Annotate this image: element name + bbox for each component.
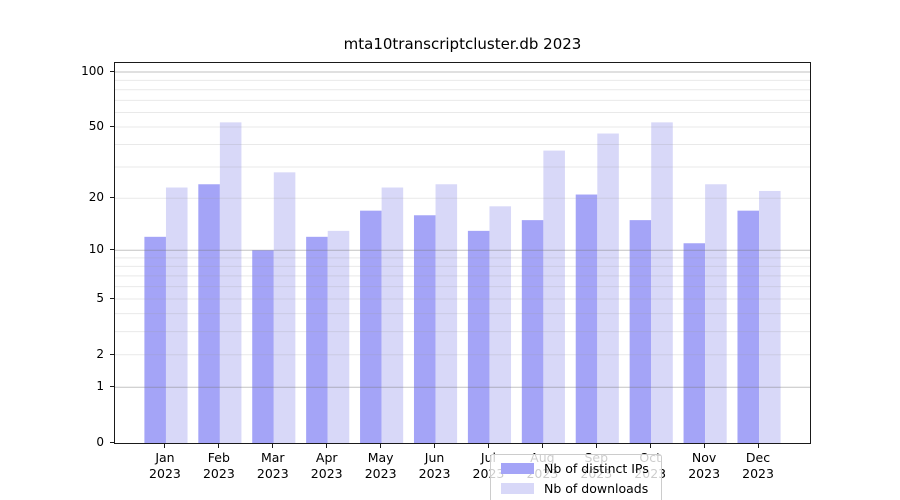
x-tick-label: Feb 2023 [202,450,235,481]
y-tick-mark [110,125,114,127]
x-tick-label: Nov 2023 [688,450,721,481]
y-tick-label: 50 [88,118,104,133]
x-tick-label: Mar 2023 [256,450,289,481]
chart-title: mta10transcriptcluster.db 2023 [343,35,582,53]
bar-distinct-ips [360,210,382,443]
y-tick-label: 2 [96,346,104,361]
y-tick-mark [110,197,114,199]
x-tick-mark [164,444,166,448]
x-tick-label: Jun 2023 [418,450,451,481]
x-tick-mark [595,444,597,448]
bar-downloads [597,133,619,443]
bar-downloads [327,230,350,443]
bar-distinct-ips [737,210,760,443]
y-tick-mark [110,386,114,388]
x-tick-label: May 2023 [364,450,397,481]
x-axis: Jan 2023 Feb 2023 Mar 2023 Apr 2023 May 2023… [114,444,811,494]
y-tick-label: 20 [88,190,104,205]
x-tick-mark [218,444,220,448]
bar-distinct-ips [198,184,220,443]
x-tick-mark [272,444,274,448]
legend-label-distinct-ips: Nb of distinct IPs [544,461,649,476]
bar-distinct-ips [521,220,544,443]
y-tick-label: 1 [96,379,104,394]
y-tick-label: 5 [96,290,104,305]
x-tick-mark [703,444,705,448]
x-tick-mark [541,444,543,448]
bar-distinct-ips [144,236,166,443]
bar-distinct-ips [683,243,706,443]
x-tick-mark [326,444,328,448]
y-tick-mark [110,353,114,355]
x-tick-mark [434,444,436,448]
bar-downloads [219,122,242,443]
legend-item-downloads: Nb of downloads [501,481,649,496]
legend-item-distinct-ips: Nb of distinct IPs [501,461,649,476]
bar-distinct-ips [413,215,436,443]
bar-downloads [435,184,458,443]
bar-downloads [705,184,727,443]
bar-downloads [543,150,565,443]
bar-downloads [489,206,512,443]
bar-downloads [165,187,188,443]
x-tick-label: Dec 2023 [742,450,774,481]
x-tick-mark [380,444,382,448]
bar-downloads [381,187,404,443]
y-tick-label: 100 [81,64,104,79]
legend-label-downloads: Nb of downloads [544,481,649,496]
plot-area: Nb of distinct IPs Nb of downloads [114,62,811,500]
y-axis: 100 50 20 10 5 2 1 0 [0,62,114,452]
bar-downloads [651,122,673,443]
bar-chart-svg [115,71,810,443]
legend-swatch-distinct-ips-icon [501,463,534,474]
y-tick-mark [110,71,114,73]
x-tick-label: Jan 2023 [149,450,181,481]
y-tick-mark [110,297,114,299]
y-tick-mark [110,442,114,443]
x-tick-mark [649,444,651,448]
y-tick-label: 10 [88,242,104,257]
x-tick-mark [487,444,489,448]
bar-distinct-ips [575,194,598,443]
x-tick-label: Apr 2023 [310,450,343,481]
bar-distinct-ips [252,250,274,443]
bar-downloads [273,172,296,443]
bar-distinct-ips [467,230,490,443]
bar-downloads [759,190,781,443]
y-tick-label: 0 [96,435,104,449]
x-tick-mark [757,444,759,448]
y-tick-mark [110,249,114,251]
legend: Nb of distinct IPs Nb of downloads [490,454,662,500]
bar-distinct-ips [629,220,652,443]
bar-distinct-ips [306,236,328,443]
legend-swatch-downloads-icon [501,483,534,494]
